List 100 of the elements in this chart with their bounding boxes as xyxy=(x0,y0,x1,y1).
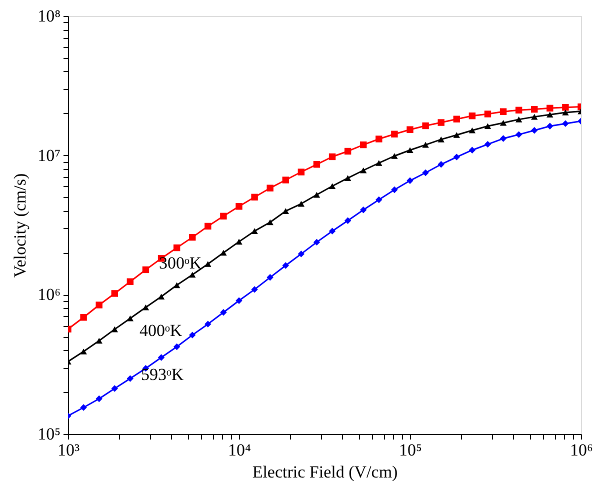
point xyxy=(328,153,336,160)
point xyxy=(391,130,398,138)
point xyxy=(142,304,150,310)
point xyxy=(406,177,414,184)
point xyxy=(220,250,227,256)
point xyxy=(158,354,165,361)
point xyxy=(438,136,444,142)
point xyxy=(484,123,492,130)
point xyxy=(266,184,274,192)
point xyxy=(189,332,196,338)
point xyxy=(282,262,289,269)
point xyxy=(484,110,492,118)
point xyxy=(376,160,382,166)
point xyxy=(189,272,196,278)
point xyxy=(173,343,180,350)
point xyxy=(422,122,429,130)
point xyxy=(173,244,180,252)
point xyxy=(422,169,429,176)
point xyxy=(204,261,212,267)
point xyxy=(515,106,522,114)
point xyxy=(313,161,320,168)
point xyxy=(546,122,554,130)
point xyxy=(126,315,134,322)
point xyxy=(468,146,476,154)
point xyxy=(360,167,367,174)
point xyxy=(360,206,367,214)
point xyxy=(546,104,554,112)
point xyxy=(484,140,492,148)
point xyxy=(111,385,118,392)
point xyxy=(328,228,336,234)
point xyxy=(313,192,320,198)
point xyxy=(515,116,522,122)
point xyxy=(531,127,538,134)
point xyxy=(96,302,102,308)
x-axis-title: Electric Field (V/cm) xyxy=(252,462,398,482)
point xyxy=(236,297,242,304)
point xyxy=(406,126,414,133)
point xyxy=(376,196,382,204)
series-label: 300ᵒK xyxy=(159,253,202,272)
point xyxy=(531,114,538,120)
point xyxy=(80,348,87,354)
point xyxy=(500,108,507,115)
point xyxy=(96,395,102,402)
point xyxy=(80,314,87,321)
point xyxy=(126,278,134,286)
point xyxy=(126,375,134,382)
point xyxy=(236,238,242,245)
x-tick-label: 10⁴ xyxy=(228,440,252,460)
point xyxy=(220,309,227,316)
point xyxy=(251,228,258,234)
y-tick-label: 10⁷ xyxy=(38,146,61,165)
y-tick-label: 10⁶ xyxy=(38,285,61,304)
point xyxy=(266,219,274,226)
point xyxy=(562,120,569,127)
point xyxy=(453,132,460,138)
point xyxy=(251,194,258,201)
point xyxy=(282,176,289,184)
point xyxy=(546,112,554,118)
point xyxy=(453,154,460,160)
y-tick-label: 10⁸ xyxy=(38,6,61,26)
y-axis-title: Velocity (cm/s) xyxy=(10,173,30,278)
point xyxy=(111,326,118,332)
point xyxy=(344,175,352,181)
series-label: 593ᵒK xyxy=(141,365,184,384)
point xyxy=(468,127,476,134)
point xyxy=(266,274,274,281)
point xyxy=(531,106,538,113)
point xyxy=(438,161,444,168)
point xyxy=(204,222,212,230)
point xyxy=(142,266,150,274)
point xyxy=(96,338,102,344)
x-tick-label: 10⁶ xyxy=(570,440,594,460)
point xyxy=(204,320,212,328)
point xyxy=(173,282,180,288)
point xyxy=(391,186,398,194)
point xyxy=(220,212,227,220)
point xyxy=(298,250,305,258)
point xyxy=(236,203,242,210)
point xyxy=(251,286,258,293)
point xyxy=(344,148,352,155)
point xyxy=(562,104,569,111)
point xyxy=(111,290,118,297)
point xyxy=(298,200,305,207)
point xyxy=(515,131,522,138)
x-tick-label: 10³ xyxy=(57,440,80,460)
point xyxy=(313,238,320,246)
point xyxy=(158,294,165,300)
y-tick-label: 10⁵ xyxy=(38,424,61,444)
point xyxy=(422,142,429,148)
point xyxy=(453,116,460,122)
point xyxy=(328,183,336,190)
point xyxy=(376,136,382,142)
point xyxy=(282,208,289,214)
point xyxy=(298,168,305,176)
point xyxy=(406,147,414,154)
point xyxy=(391,153,398,159)
point xyxy=(344,217,352,224)
x-tick-label: 10⁵ xyxy=(399,440,422,460)
point xyxy=(360,141,367,148)
point xyxy=(80,404,87,411)
